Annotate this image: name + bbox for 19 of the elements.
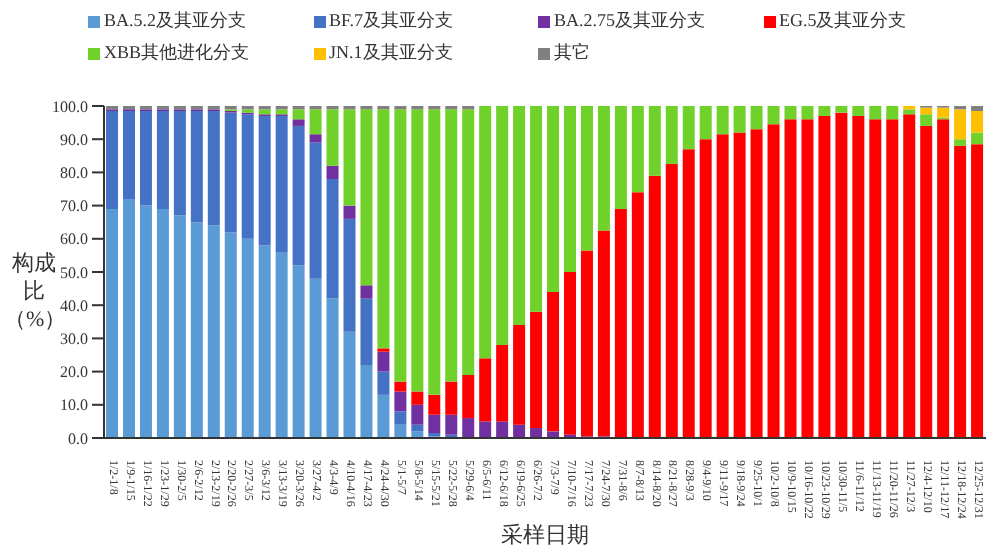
y-tick-label: 90.0	[60, 130, 88, 149]
legend-label: BF.7及其亚分支	[329, 8, 454, 34]
y-tick-label: 100.0	[52, 97, 88, 116]
y-tick-label: 70.0	[60, 197, 88, 216]
legend-label: BA.5.2及其亚分支	[104, 8, 247, 34]
legend-label: EG.5及其亚分支	[779, 8, 907, 34]
y-tick-label: 30.0	[60, 330, 88, 349]
legend-label: XBB其他进化分支	[104, 40, 250, 66]
y-tick-label: 60.0	[60, 230, 88, 249]
legend-label: 其它	[554, 40, 590, 66]
legend-label: BA.2.75及其亚分支	[554, 8, 706, 34]
legend-label: JN.1及其亚分支	[329, 40, 453, 66]
y-tick-label: 50.0	[60, 263, 88, 282]
y-tick-label: 0.0	[68, 429, 88, 448]
y-tick-label: 40.0	[60, 296, 88, 315]
y-tick-label: 10.0	[60, 396, 88, 415]
y-tick-label: 80.0	[60, 164, 88, 183]
x-axis-title: 采样日期	[499, 522, 591, 550]
y-tick-label: 20.0	[60, 363, 88, 382]
